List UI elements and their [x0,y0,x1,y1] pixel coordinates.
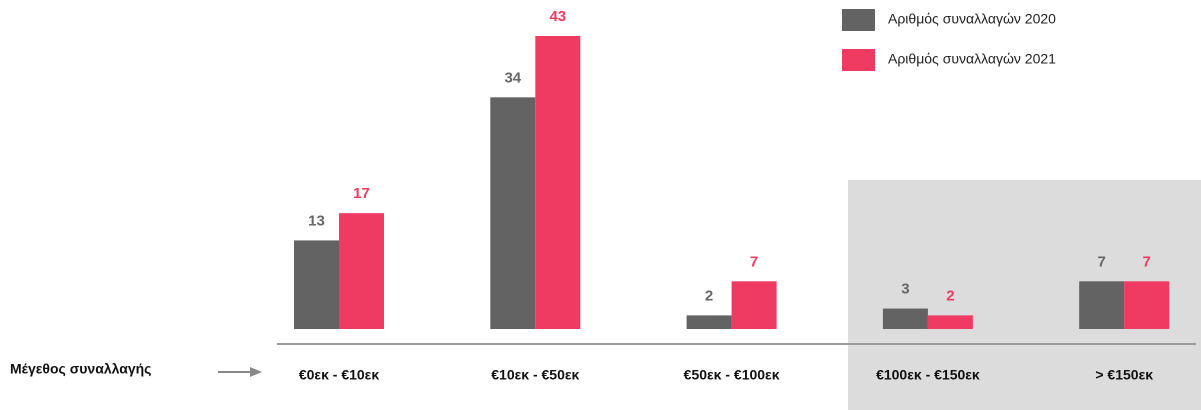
data-label: 7 [1143,253,1151,270]
data-label: 3 [901,281,909,298]
data-label: 2 [705,287,713,304]
bar [535,36,581,329]
data-label: 2 [946,287,954,304]
bar [339,213,384,329]
x-tick-label: > €150εκ [1095,367,1153,383]
data-label: 34 [504,69,521,86]
bar [1124,281,1170,329]
data-label: 13 [308,212,325,229]
bar [686,315,732,329]
data-label: 7 [1098,253,1106,270]
x-tick-label: €100εκ - €150εκ [876,367,980,383]
bar [1079,281,1125,329]
x-tick-label: €10εκ - €50εκ [491,367,579,383]
x-tick-label: €0εκ - €10εκ [299,367,379,383]
legend-swatch [842,49,875,71]
bar [731,281,777,329]
bar [927,315,973,329]
arrow [218,367,262,377]
bar [294,240,339,329]
legend-label: Αριθμός συναλλαγών 2020 [888,11,1056,27]
legend-swatch [842,9,875,31]
x-tick-label: €50εκ - €100εκ [684,367,780,383]
bar [882,308,928,329]
legend-label: Αριθμός συναλλαγών 2021 [888,51,1056,67]
data-label: 7 [750,253,758,270]
axis-label: Μέγεθος συναλλαγής [10,361,151,377]
data-label: 17 [353,185,370,202]
bar [490,97,536,329]
data-label: 43 [549,8,566,25]
